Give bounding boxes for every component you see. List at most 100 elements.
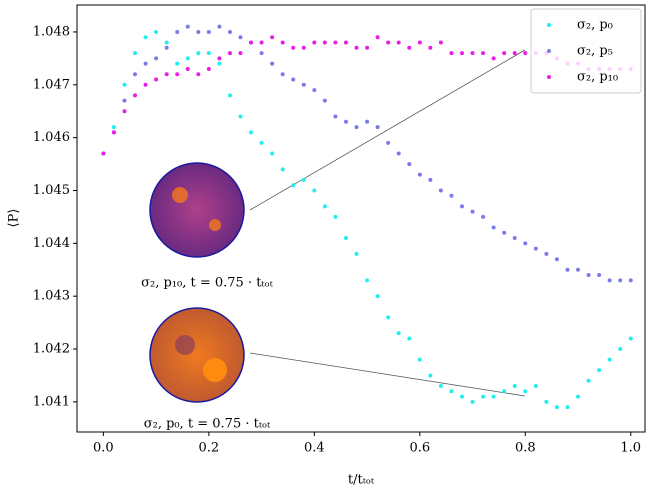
point [628, 336, 633, 341]
y-tick-label: 1.048 [33, 24, 70, 39]
y-axis-label: ⟨P⟩ [7, 209, 22, 228]
point [375, 125, 380, 130]
point [270, 35, 275, 40]
point [523, 51, 528, 56]
point [565, 267, 570, 272]
point [196, 51, 201, 56]
point [238, 114, 243, 119]
point [312, 88, 317, 93]
point [544, 251, 549, 256]
point [175, 61, 180, 66]
point [343, 40, 348, 45]
point [586, 273, 591, 278]
y-tick-label: 1.045 [33, 183, 70, 198]
point [438, 384, 443, 389]
point [280, 40, 285, 45]
point [481, 394, 486, 399]
point [375, 294, 380, 299]
point [175, 29, 180, 34]
point [143, 35, 148, 40]
point [270, 61, 275, 66]
point [576, 267, 581, 272]
point [481, 214, 486, 219]
point [607, 278, 612, 283]
point [238, 35, 243, 40]
point [101, 151, 106, 156]
point [227, 51, 232, 56]
grain [175, 335, 195, 355]
point [386, 140, 391, 145]
point [597, 273, 602, 278]
point [249, 40, 254, 45]
x-tick-label: 0.6 [409, 441, 430, 456]
annotation-line [249, 49, 526, 211]
point [576, 394, 581, 399]
annotation-line [249, 352, 526, 397]
point [628, 278, 633, 283]
point [417, 357, 422, 362]
point [185, 56, 190, 61]
point [280, 72, 285, 77]
point [470, 51, 475, 56]
point [143, 61, 148, 66]
point [227, 29, 232, 34]
point [322, 40, 327, 45]
point [407, 45, 412, 50]
point [533, 246, 538, 251]
point [417, 172, 422, 177]
point [491, 394, 496, 399]
point [502, 51, 507, 56]
point [544, 399, 549, 404]
point [470, 209, 475, 214]
point [185, 66, 190, 71]
x-tick-label: 0.0 [93, 441, 114, 456]
point [586, 378, 591, 383]
point [291, 77, 296, 82]
point [322, 98, 327, 103]
point [154, 29, 159, 34]
x-tick-label: 0.4 [304, 441, 325, 456]
grain [209, 219, 221, 231]
point [396, 40, 401, 45]
point [512, 384, 517, 389]
point [154, 77, 159, 82]
legend-marker [547, 23, 551, 27]
point [459, 51, 464, 56]
point [449, 193, 454, 198]
y-tick-label: 1.047 [33, 77, 70, 92]
point [291, 45, 296, 50]
annotation: σ₂, p₀, t = 0.75 · tₜₒₜ [144, 417, 271, 432]
point [354, 125, 359, 130]
y-tick-label: 1.044 [33, 236, 70, 251]
point [312, 40, 317, 45]
point [206, 29, 211, 34]
inset-images [149, 49, 526, 403]
point [280, 167, 285, 172]
point [491, 225, 496, 230]
point [312, 188, 317, 193]
point [428, 45, 433, 50]
point [259, 140, 264, 145]
point [396, 331, 401, 336]
point [133, 72, 138, 77]
point [502, 230, 507, 235]
x-tick-label: 0.2 [199, 441, 220, 456]
point [154, 56, 159, 61]
point [291, 183, 296, 188]
point [565, 405, 570, 410]
legend-marker [547, 75, 551, 79]
point [111, 125, 116, 130]
point [618, 278, 623, 283]
point [301, 82, 306, 87]
point [217, 61, 222, 66]
point [597, 368, 602, 373]
inset-image [149, 307, 245, 403]
point [185, 24, 190, 29]
point [502, 389, 507, 394]
point [523, 241, 528, 246]
y-tick-label: 1.043 [33, 289, 70, 304]
point [333, 114, 338, 119]
point [407, 336, 412, 341]
point [301, 45, 306, 50]
